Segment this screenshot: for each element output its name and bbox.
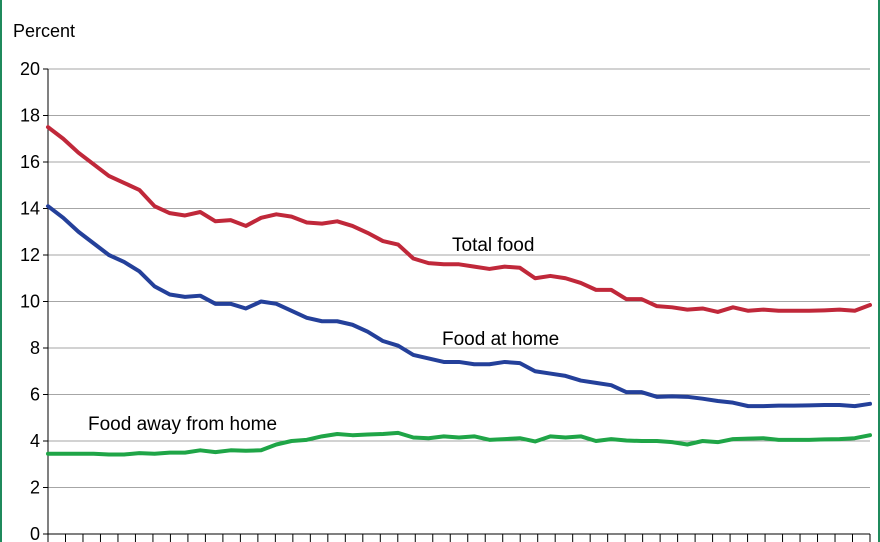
y-tick-label: 16 [20, 152, 40, 172]
gridlines [48, 68, 870, 488]
y-tick-label: 10 [20, 292, 40, 312]
y-axis-ticks: 0 2 4 6 8 10 12 14 16 18 20 [20, 59, 48, 542]
y-tick-label: 14 [20, 199, 40, 219]
y-tick-label: 18 [20, 106, 40, 126]
y-tick-label: 2 [30, 478, 40, 498]
y-tick-label: 4 [30, 431, 40, 451]
series-line-food-at-home [46, 204, 872, 409]
y-tick-label: 6 [30, 385, 40, 405]
series-label-food-at-home: Food at home [442, 329, 559, 350]
y-tick-label: 8 [30, 338, 40, 358]
y-tick-label: 0 [30, 524, 40, 542]
series-label-total-food: Total food [452, 235, 534, 256]
series-line-food-away-from-home [46, 430, 872, 457]
series-line-total-food [46, 125, 872, 314]
y-tick-label: 20 [20, 59, 40, 79]
series-lines [46, 125, 872, 457]
y-tick-label: 12 [20, 245, 40, 265]
x-axis-ticks [47, 533, 871, 542]
series-label-food-away-from-home: Food away from home [88, 414, 277, 435]
y-axis-title: Percent [13, 21, 75, 41]
